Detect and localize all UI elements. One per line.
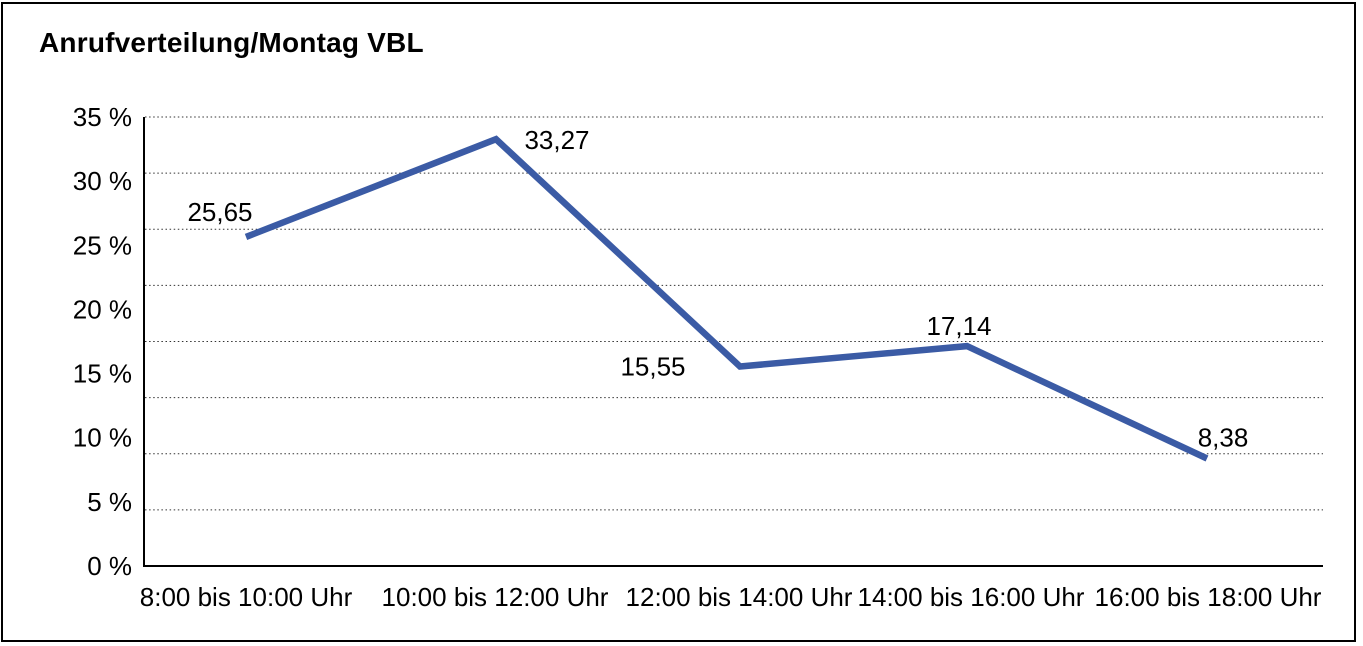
value-labels-group: 25,65 33,27 15,55 17,14 8,38 bbox=[187, 125, 1248, 452]
y-axis-tick-label: 10 % bbox=[73, 423, 132, 453]
chart-title: Anrufverteilung/Montag VBL bbox=[39, 27, 424, 58]
y-axis-tick-label: 15 % bbox=[73, 359, 132, 389]
y-axis-tick-label: 5 % bbox=[87, 487, 132, 517]
y-axis-tick-label: 20 % bbox=[73, 294, 132, 324]
x-axis-category-label: 12:00 bis 14:00 Uhr bbox=[626, 582, 853, 612]
data-point-label: 8,38 bbox=[1198, 422, 1249, 452]
axes-group bbox=[143, 117, 1323, 567]
y-axis-tick-label: 0 % bbox=[87, 551, 132, 581]
x-axis-labels-group: 8:00 bis 10:00 Uhr 10:00 bis 12:00 Uhr 12:… bbox=[140, 582, 1322, 612]
x-axis-category-label: 8:00 bis 10:00 Uhr bbox=[140, 582, 353, 612]
data-point-label: 25,65 bbox=[187, 197, 252, 227]
y-axis-ticks-group: 35 % 30 % 25 % 20 % 15 % 10 % 5 % 0 % bbox=[73, 102, 132, 581]
y-axis-tick-label: 30 % bbox=[73, 166, 132, 196]
data-point-label: 33,27 bbox=[524, 125, 589, 155]
x-axis-category-label: 10:00 bis 12:00 Uhr bbox=[382, 582, 609, 612]
x-axis-category-label: 14:00 bis 16:00 Uhr bbox=[858, 582, 1085, 612]
y-axis-tick-label: 35 % bbox=[73, 102, 132, 132]
gridlines-group bbox=[145, 116, 1323, 511]
y-axis-tick-label: 25 % bbox=[73, 230, 132, 260]
data-point-label: 15,55 bbox=[620, 352, 685, 382]
x-axis-category-label: 16:00 bis 18:00 Uhr bbox=[1095, 582, 1322, 612]
data-point-label: 17,14 bbox=[926, 311, 991, 341]
data-series-line bbox=[244, 135, 1209, 462]
